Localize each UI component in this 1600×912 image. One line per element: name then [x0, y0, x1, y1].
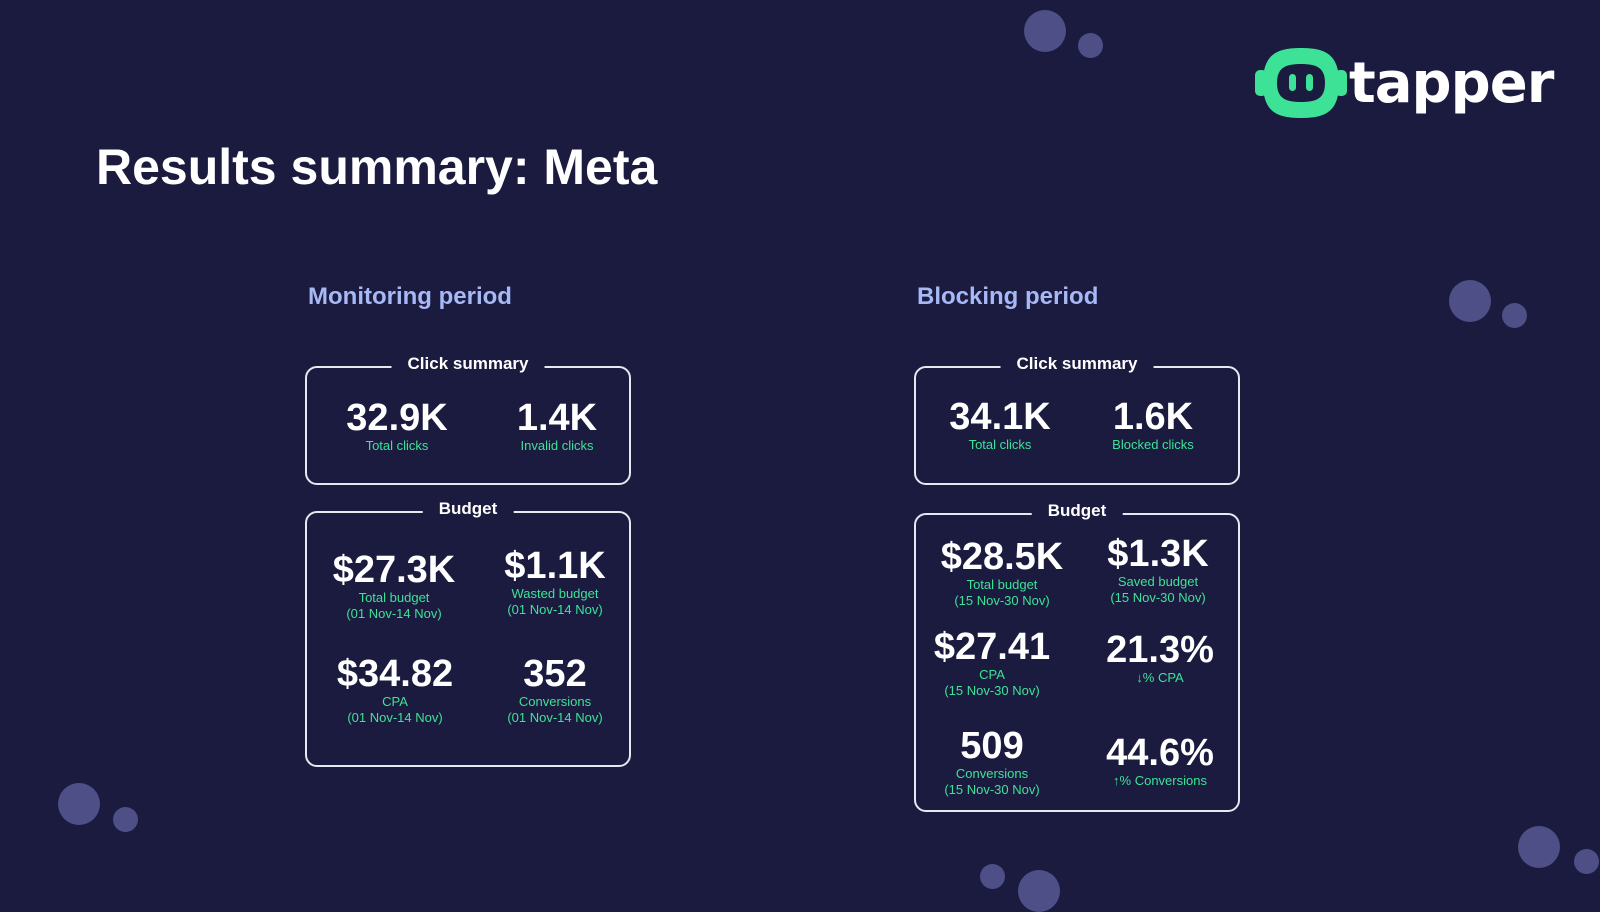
stat-period: (01 Nov-14 Nov) [507, 710, 603, 725]
stat-blocked-clicks: 1.6K Blocked clicks [1078, 397, 1228, 453]
robot-icon [1255, 48, 1347, 118]
decor-dot [1018, 870, 1060, 912]
stat-period: (15 Nov-30 Nov) [954, 593, 1050, 608]
blocking-click-summary-card: Click summary 34.1K Total clicks 1.6K Bl… [914, 354, 1240, 485]
stat-value: 1.6K [1112, 396, 1194, 438]
stat-value: 44.6% [1106, 732, 1214, 774]
stat-total-budget: $27.3K Total budget (01 Nov-14 Nov) [319, 550, 469, 622]
decor-dot [1024, 10, 1066, 52]
stat-label: Total budget [358, 590, 430, 605]
stat-label: Blocked clicks [1112, 437, 1194, 452]
stat-value: 34.1K [949, 396, 1051, 438]
decor-dot [1449, 280, 1491, 322]
stat-label: Saved budget [1117, 574, 1199, 589]
stat-label: Invalid clicks [520, 438, 594, 453]
blocking-period-heading: Blocking period [917, 283, 1099, 310]
stat-value: $27.41 [933, 626, 1051, 668]
monitoring-budget-card: Budget $27.3K Total budget (01 Nov-14 No… [305, 499, 631, 767]
stat-conversions: 352 Conversions (01 Nov-14 Nov) [480, 654, 630, 726]
stat-conversions: 509 Conversions (15 Nov-30 Nov) [917, 726, 1067, 798]
stat-total-clicks: 32.9K Total clicks [322, 398, 472, 454]
stat-period: (15 Nov-30 Nov) [944, 782, 1040, 797]
blocking-budget-card: Budget $28.5K Total budget (15 Nov-30 No… [914, 501, 1240, 812]
stat-value: 352 [523, 653, 587, 695]
decor-dot [113, 807, 138, 832]
stat-value: $28.5K [940, 536, 1064, 578]
stat-value: $1.3K [1107, 533, 1209, 575]
brand-name: tapper [1349, 50, 1554, 116]
stat-value: 1.4K [516, 397, 598, 439]
decor-dot [1078, 33, 1103, 58]
stat-cpa: $34.82 CPA (01 Nov-14 Nov) [320, 654, 470, 726]
stat-invalid-clicks: 1.4K Invalid clicks [482, 398, 632, 454]
decor-dot [1574, 849, 1599, 874]
stat-label: Conversions [955, 766, 1029, 781]
decor-dot [1502, 303, 1527, 328]
stat-label: Conversions [518, 694, 592, 709]
stat-value: $1.1K [504, 545, 606, 587]
stat-label: CPA [979, 667, 1005, 682]
stat-cpa-change: 21.3% ↓% CPA [1085, 630, 1235, 686]
page-title: Results summary: Meta [96, 139, 658, 195]
stat-label: Total clicks [968, 437, 1032, 452]
stat-value: 21.3% [1106, 629, 1214, 671]
stat-label: Total budget [966, 577, 1038, 592]
stat-period: (15 Nov-30 Nov) [944, 683, 1040, 698]
stat-period: (01 Nov-14 Nov) [347, 710, 443, 725]
stat-total-clicks: 34.1K Total clicks [925, 397, 1075, 453]
monitoring-period-heading: Monitoring period [308, 283, 512, 310]
brand-logo: tapper [1255, 44, 1554, 122]
monitoring-click-summary-card: Click summary 32.9K Total clicks 1.4K In… [305, 354, 632, 485]
decor-dot [1518, 826, 1560, 868]
decor-dot [980, 864, 1005, 889]
card-title: Budget [422, 499, 514, 519]
stat-saved-budget: $1.3K Saved budget (15 Nov-30 Nov) [1083, 534, 1233, 606]
stat-label: Total clicks [365, 438, 429, 453]
card-title: Budget [1031, 501, 1123, 521]
stat-label: Wasted budget [511, 586, 599, 601]
stat-conversions-change: 44.6% ↑% Conversions [1085, 733, 1235, 789]
stat-period: (15 Nov-30 Nov) [1110, 590, 1206, 605]
stat-label: CPA [382, 694, 408, 709]
stat-value: 509 [960, 725, 1024, 767]
stat-cpa: $27.41 CPA (15 Nov-30 Nov) [917, 627, 1067, 699]
stat-period: (01 Nov-14 Nov) [346, 606, 442, 621]
card-title: Click summary [1000, 354, 1154, 374]
stat-label: ↑% Conversions [1113, 773, 1207, 788]
stat-value: 32.9K [346, 397, 448, 439]
decor-dot [58, 783, 100, 825]
stat-value: $34.82 [336, 653, 454, 695]
stat-total-budget: $28.5K Total budget (15 Nov-30 Nov) [927, 537, 1077, 609]
stat-label: ↓% CPA [1136, 670, 1184, 685]
stat-wasted-budget: $1.1K Wasted budget (01 Nov-14 Nov) [480, 546, 630, 618]
card-title: Click summary [391, 354, 545, 374]
stat-period: (01 Nov-14 Nov) [507, 602, 603, 617]
stat-value: $27.3K [332, 549, 456, 591]
